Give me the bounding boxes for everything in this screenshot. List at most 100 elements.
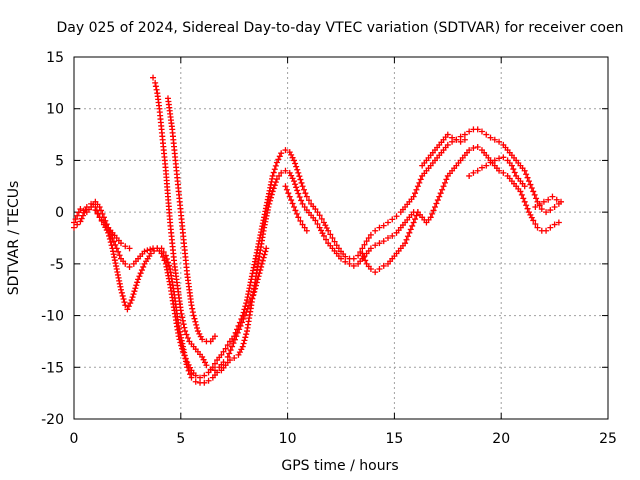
data-point — [474, 143, 481, 150]
x-tick-label: 20 — [492, 431, 510, 447]
data-point — [491, 157, 498, 164]
data-point — [335, 245, 342, 252]
data-point — [524, 205, 531, 212]
data-point — [286, 193, 293, 200]
x-tick-label: 5 — [176, 431, 185, 447]
data-point — [130, 291, 137, 298]
data-point — [521, 198, 528, 205]
data-point — [189, 309, 196, 316]
data-point — [331, 238, 338, 245]
x-tick-label: 10 — [279, 431, 297, 447]
data-point — [181, 324, 188, 331]
data-point — [508, 162, 515, 169]
data-point — [291, 178, 298, 185]
data-point — [263, 245, 270, 252]
data-point — [312, 217, 319, 224]
data-point — [282, 183, 289, 190]
data-point — [545, 196, 552, 203]
data-point — [376, 266, 383, 273]
x-tick-label: 0 — [70, 431, 79, 447]
data-point — [137, 270, 144, 277]
data-point — [278, 169, 285, 176]
y-tick-label: -10 — [41, 309, 64, 325]
data-point — [527, 181, 534, 188]
data-point — [289, 154, 296, 161]
data-point — [239, 319, 246, 326]
data-point — [183, 331, 190, 338]
y-tick-label: 0 — [55, 205, 64, 221]
data-point — [122, 260, 129, 267]
data-point — [338, 255, 344, 262]
data-point — [449, 134, 456, 141]
data-point — [292, 160, 299, 167]
data-point — [532, 221, 539, 228]
data-point — [124, 306, 131, 313]
data-point — [74, 212, 81, 219]
data-point — [296, 173, 303, 180]
data-point — [243, 331, 250, 338]
data-point — [283, 186, 290, 193]
data-point — [417, 176, 424, 183]
data-point — [410, 219, 417, 226]
data-point — [177, 339, 184, 346]
data-point — [192, 372, 199, 379]
data-point — [327, 231, 334, 238]
data-point — [496, 167, 503, 174]
series-track-c — [88, 203, 133, 252]
data-point — [478, 164, 485, 171]
data-point — [413, 212, 420, 219]
data-point — [342, 253, 349, 260]
data-point — [299, 200, 306, 207]
data-point — [305, 197, 312, 204]
data-point — [525, 178, 532, 185]
data-point — [192, 378, 199, 385]
grid — [74, 57, 608, 419]
data-point — [292, 181, 299, 188]
data-point — [127, 300, 134, 307]
data-point — [222, 345, 229, 352]
data-point — [322, 222, 329, 229]
data-point — [478, 128, 485, 135]
data-point — [75, 209, 82, 216]
data-point — [430, 207, 437, 214]
data-point — [141, 248, 148, 255]
data-point — [282, 167, 289, 174]
data-point — [414, 209, 421, 216]
data-point — [558, 198, 565, 205]
y-tick-label: 5 — [55, 153, 64, 169]
data-point — [441, 179, 448, 186]
data-point — [350, 255, 357, 262]
data-point — [152, 79, 159, 86]
data-point — [77, 218, 84, 225]
chart-title: Day 025 of 2024, Sidereal Day-to-day VTE… — [57, 20, 624, 36]
data-point — [200, 356, 207, 363]
data-point — [296, 193, 303, 200]
data-point — [176, 336, 183, 343]
data-point — [116, 252, 123, 259]
data-point — [268, 191, 275, 198]
data-point — [113, 245, 120, 252]
data-point — [367, 266, 374, 273]
data-point — [443, 176, 450, 183]
data-point — [254, 276, 261, 283]
data-point — [131, 288, 138, 295]
data-point — [138, 267, 145, 274]
data-point — [252, 282, 259, 289]
data-point — [536, 200, 543, 207]
series-track-e — [164, 95, 218, 345]
data-point — [320, 232, 327, 239]
data-point — [299, 221, 306, 228]
data-point — [299, 183, 306, 190]
data-point — [129, 294, 136, 301]
data-point — [293, 210, 300, 217]
data-point — [220, 359, 227, 366]
data-point — [293, 163, 300, 170]
series-track-d — [150, 74, 227, 374]
data-point — [276, 153, 283, 160]
data-point — [175, 333, 182, 340]
data-point — [253, 279, 260, 286]
data-point — [325, 227, 332, 234]
data-point — [192, 318, 199, 325]
data-point — [201, 379, 208, 386]
data-point — [244, 305, 251, 312]
